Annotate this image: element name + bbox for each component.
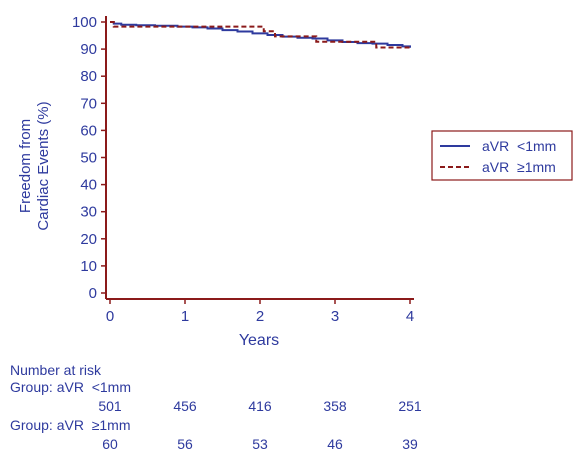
legend-label-avr-ge-1mm: aVR ≥1mm (482, 159, 556, 175)
series-line-avr-lt-1mm (110, 21, 411, 48)
risk-group-label-2: Group: aVR ≥1mm (10, 417, 131, 433)
risk-count: 56 (177, 436, 193, 452)
x-tick-label: 2 (256, 308, 264, 325)
legend-box (431, 130, 573, 181)
y-tick-label: 90 (80, 41, 97, 58)
y-tick-label: 70 (80, 95, 97, 112)
legend: aVR <1mm aVR ≥1mm (431, 130, 573, 181)
series-line-avr-ge-1mm (110, 21, 410, 49)
risk-count: 39 (402, 436, 418, 452)
risk-count: 416 (248, 398, 272, 414)
x-tick-label: 3 (331, 308, 339, 325)
y-tick-label: 80 (80, 68, 97, 85)
y-axis-label-line-2: Cardiac Events (%) (35, 101, 52, 230)
y-tick-label: 0 (89, 285, 97, 302)
x-axis-label: Years (239, 332, 279, 349)
risk-count: 456 (173, 398, 197, 414)
x-tick-label: 1 (181, 308, 189, 325)
y-tick-label: 40 (80, 177, 97, 194)
y-tick-label: 10 (80, 258, 97, 275)
y-tick-label: 50 (80, 150, 97, 167)
y-axis-label: Freedom from Cardiac Events (%) (17, 101, 52, 230)
x-axis-ticks: 0 1 2 3 4 (106, 299, 414, 325)
risk-group-label-1: Group: aVR <1mm (10, 379, 131, 395)
risk-row-avr-lt-1mm: 501 456 416 358 251 (98, 398, 422, 414)
y-tick-label: 60 (80, 122, 97, 139)
risk-count: 53 (252, 436, 268, 452)
axes (105, 16, 414, 300)
risk-count: 46 (327, 436, 343, 452)
x-tick-label: 0 (106, 308, 114, 325)
legend-label-avr-lt-1mm: aVR <1mm (482, 138, 556, 154)
series-lines (110, 21, 411, 49)
risk-count: 60 (102, 436, 118, 452)
risk-count: 251 (398, 398, 422, 414)
risk-row-avr-ge-1mm: 60 56 53 46 39 (102, 436, 418, 452)
risk-count: 358 (323, 398, 347, 414)
y-axis-ticks: 0 10 20 30 40 50 60 70 80 90 100 (72, 14, 106, 302)
y-tick-label: 30 (80, 204, 97, 221)
x-tick-label: 4 (406, 308, 414, 325)
number-at-risk-table: Number at risk Group: aVR <1mm 501 456 416… (10, 362, 422, 452)
risk-count: 501 (98, 398, 122, 414)
y-tick-label: 100 (72, 14, 97, 31)
risk-table-heading: Number at risk (10, 362, 102, 378)
y-tick-label: 20 (80, 231, 97, 248)
y-axis-label-line-1: Freedom from (17, 119, 34, 213)
